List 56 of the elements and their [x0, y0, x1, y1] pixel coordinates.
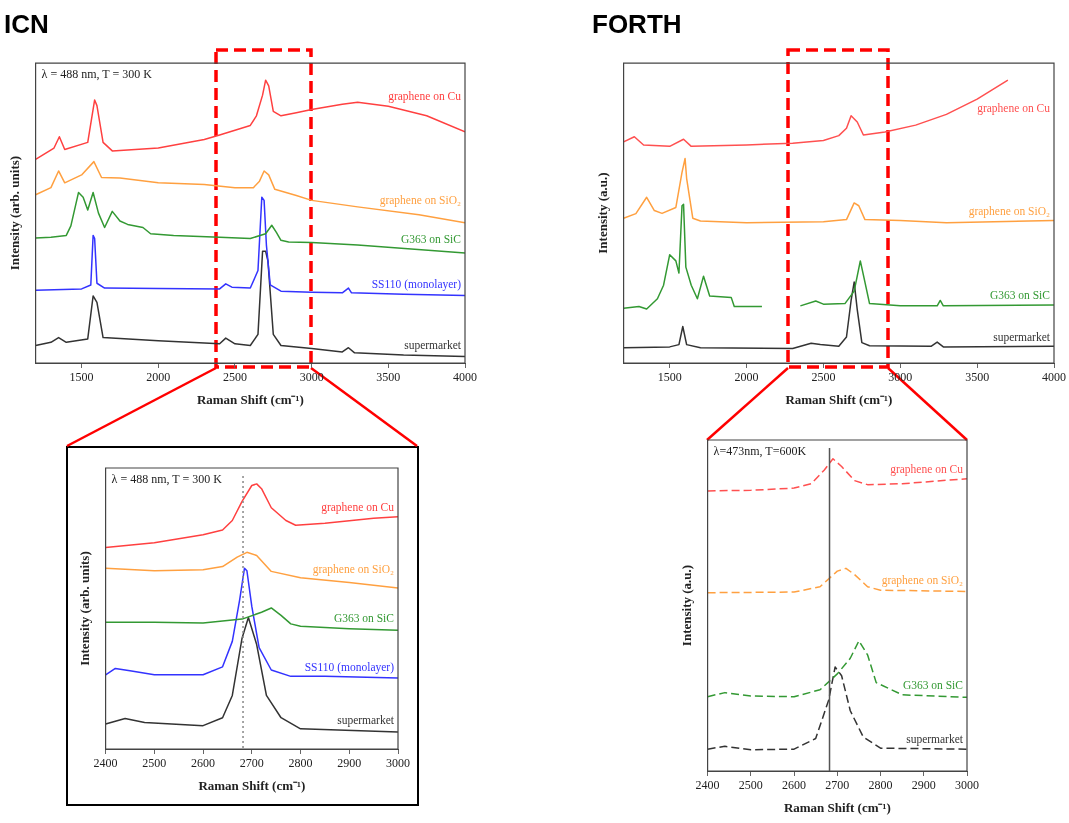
x-tick-label: 2500: [738, 778, 763, 793]
series-label: graphene on Cu: [890, 463, 964, 477]
x-tick-label: 2400: [695, 778, 720, 793]
x-tick-label: 4000: [1042, 370, 1066, 385]
text: λ=473nm, T=600K: [713, 444, 807, 459]
x-tick-label: 1500: [657, 370, 682, 385]
series-label: G363 on SiC: [400, 232, 462, 245]
x-tick-label: 2400: [93, 756, 118, 771]
x-tick-label: 2900: [911, 778, 936, 793]
x-tick-label: 2600: [191, 756, 216, 771]
chart-title: ICN: [4, 8, 49, 39]
x-tick-label: 3500: [965, 370, 990, 385]
x-tick-label: 2700: [825, 778, 850, 793]
series-label: graphene on Cu: [977, 101, 1051, 115]
x-tick-label: 2900: [337, 756, 362, 771]
x-tick-label: 2500: [811, 370, 836, 385]
x-tick-label: 2800: [868, 778, 893, 793]
annotation: λ = 488 nm, T = 300 K: [111, 472, 223, 487]
chart-title: FORTH: [592, 8, 682, 39]
y-axis-title: Intensity (arb. units): [77, 551, 93, 666]
series-label: graphene on Cu: [388, 90, 462, 104]
series-label: G363 on SiC: [333, 612, 395, 625]
x-tick-label: 3000: [955, 778, 979, 793]
series-label: graphene on SiO₂: [379, 193, 461, 207]
x-tick-label: 3000: [299, 370, 324, 385]
x-tick-label: 3500: [376, 370, 401, 385]
x-tick-label: 2000: [734, 370, 759, 385]
x-tick-label: 2600: [782, 778, 807, 793]
x-tick-label: 2500: [142, 756, 167, 771]
series-label: G363 on SiC: [989, 289, 1051, 302]
series-label: supermarket: [337, 714, 395, 728]
series-label: SS110 (monolayer): [304, 660, 395, 674]
series-label: graphene on SiO₂: [312, 563, 394, 577]
x-axis-title: Raman Shift (cm⁻¹): [198, 777, 306, 793]
x-tick-label: 2800: [288, 756, 313, 771]
x-tick-label: 2700: [239, 756, 264, 771]
x-tick-label: 4000: [453, 370, 477, 385]
x-tick-label: 2000: [146, 370, 171, 385]
series-label: graphene on Cu: [321, 501, 395, 515]
series-label: graphene on SiO₂: [968, 204, 1050, 218]
series-label: supermarket: [404, 339, 462, 353]
series-label: supermarket: [993, 330, 1051, 344]
series-label: supermarket: [906, 732, 964, 746]
y-axis-title: Intensity (arb. units): [7, 155, 23, 271]
x-tick-label: 1500: [69, 370, 94, 385]
series-label: SS110 (monolayer): [371, 277, 462, 291]
x-tick-label: 3000: [386, 756, 410, 771]
x-tick-label: 2500: [222, 370, 247, 385]
annotation: λ = 488 nm, T = 300 K: [41, 67, 153, 82]
series-label: G363 on SiC: [902, 679, 964, 692]
x-axis-title: Raman Shift (cm⁻¹): [785, 391, 893, 407]
y-axis-title: Intensity (a.u.): [595, 172, 611, 254]
y-axis-title: Intensity (a.u.): [679, 564, 695, 647]
x-axis-title: Raman Shift (cm⁻¹): [783, 799, 891, 815]
series-label: graphene on SiO₂: [881, 574, 963, 588]
x-axis-title: Raman Shift (cm⁻¹): [196, 391, 304, 407]
